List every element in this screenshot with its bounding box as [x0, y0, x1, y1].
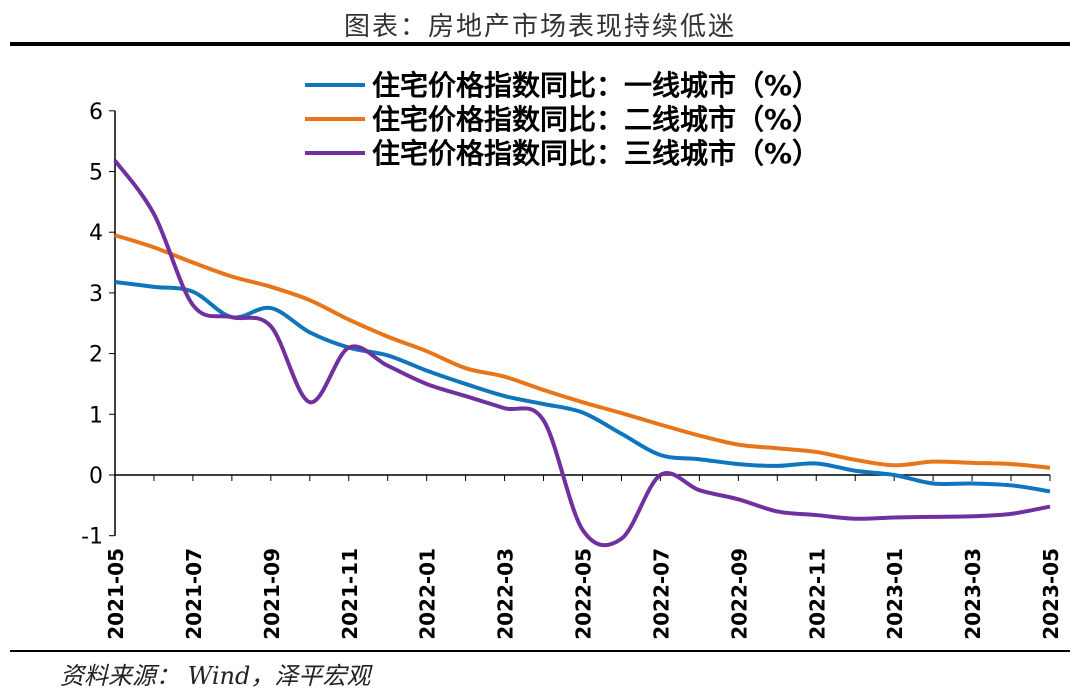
- footer-rule: [10, 650, 1070, 652]
- series-line-2: [114, 233, 1051, 470]
- x-tick-label: 2022-09: [727, 548, 751, 640]
- legend-label-1: 住宅价格指数同比：一线城市（%）: [372, 69, 820, 102]
- x-tick-label: 2022-07: [649, 548, 673, 640]
- x-tick-label: 2022-05: [572, 548, 596, 640]
- series-line-1: [114, 279, 1051, 494]
- x-tick-label: 2022-01: [416, 548, 440, 640]
- y-tick-label: -1: [81, 525, 103, 550]
- x-tick-label: 2023-01: [883, 548, 907, 640]
- x-tick-label: 2022-11: [805, 548, 829, 640]
- y-tick-label: 3: [89, 282, 103, 307]
- y-tick-label: 2: [89, 343, 103, 368]
- x-tick-label: 2021-09: [260, 548, 284, 640]
- x-tick-label: 2021-05: [104, 548, 128, 640]
- x-tick-label: 2021-11: [338, 548, 362, 640]
- x-tick-label: 2022-03: [494, 548, 518, 640]
- x-tick-label: 2023-03: [961, 548, 985, 640]
- y-tick-label: 0: [89, 464, 103, 489]
- y-tick-label: 6: [89, 100, 103, 125]
- x-tick-label: 2021-07: [182, 548, 206, 640]
- series-line-3: [113, 159, 1051, 548]
- y-tick-label: 1: [89, 403, 103, 428]
- legend-label-3: 住宅价格指数同比：三线城市（%）: [372, 137, 820, 170]
- title-rule: [10, 42, 1070, 46]
- chart-title: 图表：房地产市场表现持续低迷: [343, 12, 736, 42]
- source-note: 资料来源： Wind，泽平宏观: [60, 662, 371, 690]
- legend-label-2: 住宅价格指数同比：二线城市（%）: [372, 103, 820, 136]
- y-tick-label: 5: [89, 161, 103, 186]
- y-tick-label: 4: [89, 221, 103, 246]
- x-tick-label: 2023-05: [1039, 548, 1063, 640]
